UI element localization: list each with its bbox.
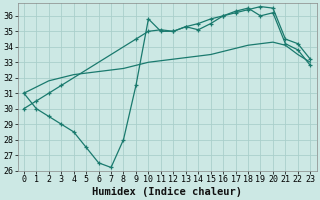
X-axis label: Humidex (Indice chaleur): Humidex (Indice chaleur) xyxy=(92,186,242,197)
